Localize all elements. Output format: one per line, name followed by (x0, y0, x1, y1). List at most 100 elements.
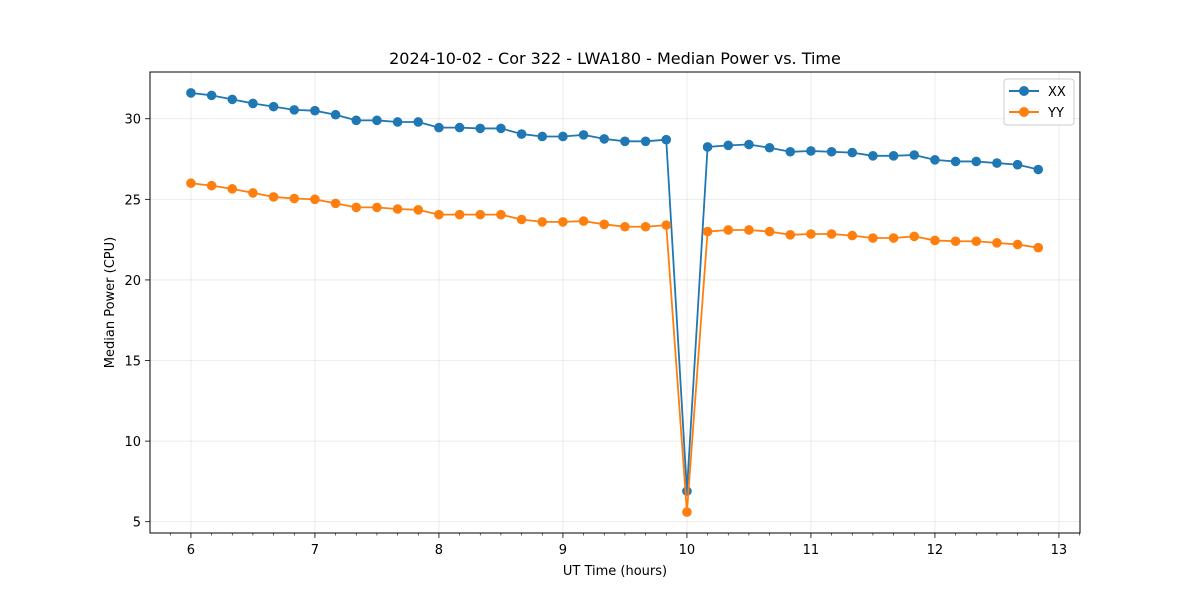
x-tick-label: 12 (927, 543, 944, 558)
data-point-yy (661, 220, 672, 230)
data-point-xx (434, 122, 444, 133)
data-point-yy (186, 178, 196, 189)
data-point-xx (971, 156, 982, 167)
data-point-yy (682, 507, 692, 517)
data-point-yy (434, 209, 444, 220)
data-point-xx (227, 94, 238, 105)
data-point-xx (640, 136, 651, 147)
y-tick-label: 10 (124, 435, 141, 450)
data-point-xx (351, 115, 362, 126)
data-point-yy (930, 235, 940, 246)
chart-title: 2024-10-02 - Cor 322 - LWA180 - Median P… (389, 49, 841, 68)
data-point-yy (206, 180, 217, 191)
x-axis-ticks: 6 7 8 9 10 11 12 13 (169, 533, 1080, 558)
x-tick-label: 8 (435, 543, 443, 558)
data-point-yy (868, 233, 878, 243)
data-point-xx (578, 130, 589, 140)
data-point-xx (723, 140, 734, 151)
data-point-xx (888, 151, 899, 161)
data-point-xx (992, 158, 1002, 168)
data-point-xx (826, 146, 837, 157)
y-tick-label: 25 (124, 193, 141, 208)
y-tick-label: 5 (133, 516, 141, 531)
x-tick-label: 10 (679, 543, 696, 558)
data-point-xx (496, 123, 506, 134)
y-axis-ticks: 5 10 15 20 25 30 (124, 113, 150, 531)
data-point-xx (599, 134, 610, 144)
data-point-yy (578, 216, 589, 226)
data-point-xx (330, 109, 341, 120)
data-point-yy (496, 209, 506, 220)
data-point-yy (372, 202, 382, 213)
data-point-yy (1012, 239, 1023, 250)
data-point-xx (702, 142, 713, 152)
legend-label-xx: XX (1048, 85, 1066, 100)
data-point-xx (248, 98, 258, 109)
data-point-yy (289, 193, 300, 204)
data-point-yy (702, 226, 713, 237)
data-point-yy (847, 230, 858, 241)
y-tick-label: 20 (124, 274, 141, 289)
data-point-yy (620, 221, 630, 232)
data-point-yy (268, 192, 279, 202)
data-point-xx (806, 146, 816, 156)
data-point-yy (248, 188, 258, 198)
legend: XX YY (1003, 78, 1075, 126)
data-point-xx (268, 101, 279, 112)
legend-marker-yy (1019, 107, 1029, 117)
x-tick-label: 6 (187, 543, 195, 558)
data-point-xx (847, 147, 858, 158)
data-point-xx (764, 142, 775, 153)
x-tick-label: 11 (803, 543, 820, 558)
data-point-yy (454, 209, 465, 220)
data-point-xx (206, 90, 217, 101)
data-point-xx (868, 151, 878, 161)
data-point-xx (1033, 164, 1044, 175)
data-point-yy (351, 202, 362, 213)
y-axis-label: Median Power (CPU) (103, 237, 118, 368)
data-point-xx (930, 155, 940, 165)
data-point-xx (744, 139, 754, 150)
series-layer (186, 88, 1044, 517)
data-point-yy (227, 184, 238, 194)
plot-frame (149, 71, 1081, 534)
data-point-xx (413, 117, 424, 127)
y-tick-label: 15 (124, 355, 141, 370)
data-point-yy (392, 204, 403, 214)
data-point-yy (992, 238, 1002, 248)
data-point-xx (1012, 159, 1023, 170)
data-point-yy (909, 231, 920, 242)
data-point-xx (537, 131, 548, 142)
data-point-xx (392, 117, 403, 127)
data-point-yy (537, 217, 548, 227)
data-point-yy (558, 217, 568, 227)
data-point-yy (475, 209, 486, 220)
data-point-yy (888, 233, 899, 243)
legend-label-yy: YY (1047, 106, 1064, 121)
data-point-yy (640, 221, 651, 232)
data-point-xx (661, 134, 672, 145)
x-tick-label: 9 (559, 543, 567, 558)
data-point-xx (682, 486, 692, 496)
series-yy (186, 178, 1044, 517)
data-point-yy (516, 214, 527, 225)
data-point-yy (764, 226, 775, 237)
series-xx (186, 88, 1044, 496)
data-point-xx (516, 129, 527, 139)
grid-lines (150, 72, 1080, 533)
data-point-yy (310, 194, 320, 205)
data-point-xx (620, 136, 630, 147)
data-point-yy (806, 229, 816, 239)
data-point-xx (475, 123, 486, 134)
data-point-xx (372, 115, 382, 126)
data-point-xx (785, 146, 796, 157)
data-point-xx (310, 105, 320, 116)
y-tick-label: 30 (124, 113, 141, 128)
data-point-yy (1033, 242, 1044, 253)
data-point-yy (413, 205, 424, 215)
x-tick-label: 13 (1051, 543, 1068, 558)
data-point-xx (289, 105, 300, 115)
data-point-xx (454, 122, 465, 133)
data-point-yy (330, 198, 341, 209)
